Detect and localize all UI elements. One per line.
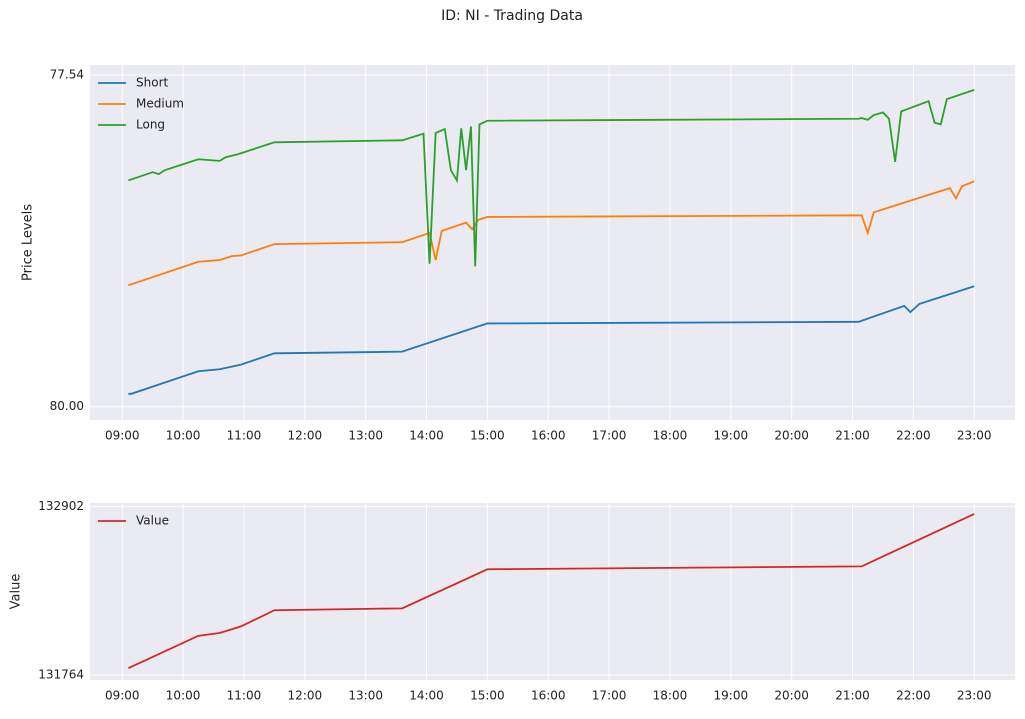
x-tick-label: 17:00 — [592, 429, 627, 443]
x-tick-label: 13:00 — [348, 429, 383, 443]
x-tick-label: 16:00 — [531, 429, 566, 443]
x-tick-label: 14:00 — [409, 429, 444, 443]
line-series — [128, 89, 975, 267]
x-tick-label: 16:00 — [531, 689, 566, 703]
x-tick-label: 19:00 — [714, 689, 749, 703]
plot-area — [90, 503, 1015, 680]
y-axis-label: Value — [9, 574, 24, 610]
y-tick-label: 132902 — [38, 499, 84, 513]
legend-label: Long — [136, 118, 165, 132]
legend-label: Short — [136, 76, 168, 90]
x-tick-label: 23:00 — [957, 689, 992, 703]
x-tick-label: 18:00 — [653, 689, 688, 703]
x-tick-label: 09:00 — [105, 429, 140, 443]
x-tick-label: 22:00 — [896, 429, 931, 443]
y-tick-label: 131764 — [38, 667, 84, 681]
x-tick-label: 10:00 — [166, 689, 201, 703]
y-tick-label: 80.00 — [50, 399, 84, 413]
x-tick-label: 17:00 — [592, 689, 627, 703]
x-tick-label: 20:00 — [774, 689, 809, 703]
line-series — [128, 180, 975, 287]
line-series — [128, 285, 975, 395]
x-tick-label: 10:00 — [166, 429, 201, 443]
line-series — [127, 513, 975, 670]
x-tick-label: 11:00 — [227, 689, 262, 703]
x-tick-label: 12:00 — [288, 689, 323, 703]
x-tick-label: 09:00 — [105, 689, 140, 703]
x-tick-label: 20:00 — [774, 429, 809, 443]
x-tick-label: 13:00 — [348, 689, 383, 703]
legend-label: Value — [136, 514, 169, 528]
x-tick-label: 21:00 — [835, 689, 870, 703]
x-tick-label: 22:00 — [896, 689, 931, 703]
x-tick-label: 11:00 — [227, 429, 262, 443]
chart-title: ID: NI - Trading Data — [441, 8, 583, 24]
x-tick-label: 14:00 — [409, 689, 444, 703]
y-tick-label: 77.54 — [50, 67, 84, 81]
x-tick-label: 15:00 — [470, 429, 505, 443]
x-tick-label: 15:00 — [470, 689, 505, 703]
x-tick-label: 19:00 — [714, 429, 749, 443]
legend-label: Medium — [136, 97, 184, 111]
x-tick-label: 18:00 — [653, 429, 688, 443]
x-tick-label: 12:00 — [288, 429, 323, 443]
x-tick-label: 23:00 — [957, 429, 992, 443]
x-tick-label: 21:00 — [835, 429, 870, 443]
y-axis-label: Price Levels — [21, 204, 36, 281]
